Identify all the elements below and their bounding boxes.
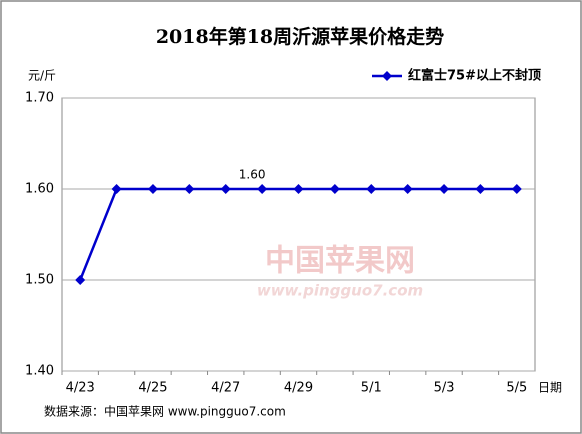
point: [402, 184, 413, 194]
point: [475, 184, 486, 194]
source: 数据来源：中国苹果网 www.pingguo7.com: [44, 404, 286, 419]
x-tick-label: 4/23: [66, 381, 95, 396]
x-tick-label: 4/29: [284, 381, 313, 396]
watermark: www.pingguo7.com: [257, 282, 423, 300]
point: [439, 184, 450, 194]
x-axis-label: 日期: [538, 381, 562, 395]
watermark: 中国苹果网: [265, 244, 415, 279]
x-tick-label: 4/27: [211, 381, 240, 396]
point: [75, 275, 86, 285]
value-label: 1.60: [239, 168, 266, 182]
point: [366, 184, 377, 194]
legend-marker: [382, 71, 392, 81]
y-tick-label: 1.60: [25, 182, 54, 197]
y-tick-label: 1.70: [25, 91, 54, 106]
y-tick-label: 1.40: [25, 364, 54, 379]
point: [257, 184, 268, 194]
point: [220, 184, 231, 194]
point: [111, 184, 122, 194]
legend-label: 红富士75#以上不封顶: [408, 68, 541, 84]
x-tick-label: 5/5: [506, 381, 527, 396]
point: [329, 184, 340, 194]
point: [293, 184, 304, 194]
point: [511, 184, 522, 194]
x-tick-label: 5/1: [361, 381, 382, 396]
y-axis-label: 元/斤: [28, 69, 56, 83]
point: [147, 184, 158, 194]
chart-title: 2018年第18周沂源苹果价格走势: [156, 25, 444, 48]
x-tick-label: 4/25: [138, 381, 167, 396]
y-tick-label: 1.50: [25, 273, 54, 288]
point: [184, 184, 195, 194]
x-tick-label: 5/3: [434, 381, 455, 396]
